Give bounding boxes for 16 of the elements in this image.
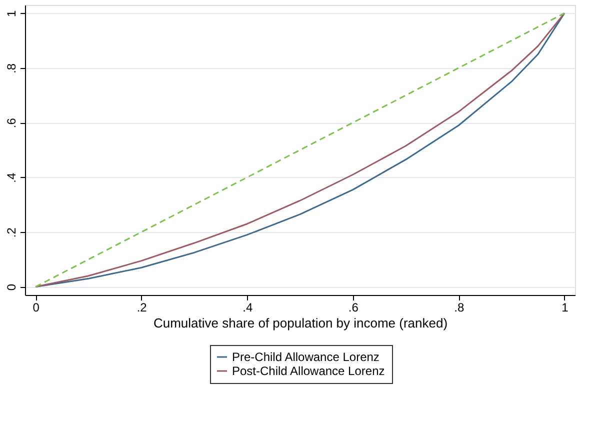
x-tick-label: .8: [454, 300, 464, 314]
x-tick-label: .6: [348, 300, 359, 314]
y-tick-label: .2: [4, 227, 18, 238]
y-tick-label: .4: [4, 172, 18, 183]
legend-label: Post-Child Allowance Lorenz: [232, 364, 385, 378]
y-tick-label: 0: [4, 284, 18, 291]
y-tick-label: .6: [4, 118, 18, 128]
x-axis-title: Cumulative share of population by income (ranked): [153, 316, 448, 330]
legend-label: Pre-Child Allowance Lorenz: [232, 350, 380, 364]
x-tick-label: 1: [562, 300, 569, 314]
x-tick-label: .2: [136, 300, 148, 314]
line-series: [34, 12, 566, 288]
y-tick-label: .8: [4, 63, 18, 74]
y-tick-label: 1: [4, 10, 18, 18]
x-tick-label: .4: [242, 300, 253, 314]
x-tick-label: 0: [32, 300, 40, 314]
